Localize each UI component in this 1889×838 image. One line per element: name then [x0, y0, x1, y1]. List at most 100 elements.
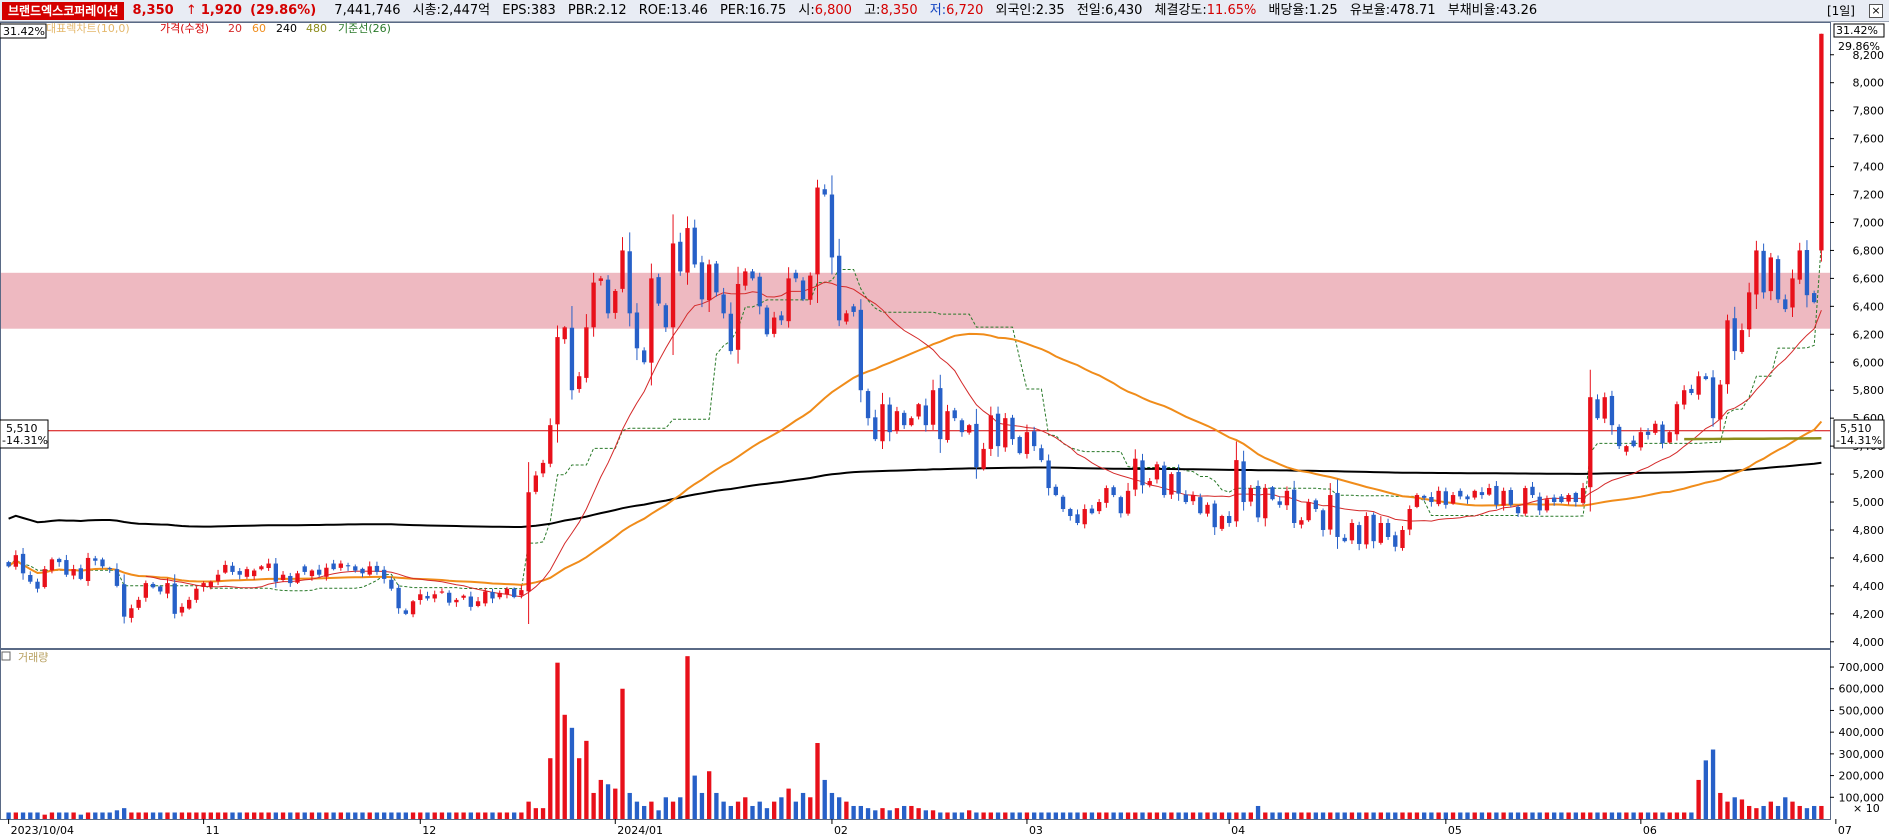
- candle-body: [815, 187, 820, 275]
- volume-bar: [880, 808, 885, 819]
- volume-toggle-icon[interactable]: [1, 651, 11, 661]
- candle-body: [1559, 496, 1564, 503]
- volume-bar: [1544, 812, 1550, 819]
- volume-bar: [1631, 812, 1636, 819]
- candle: [1739, 323, 1745, 354]
- candle-body: [468, 596, 473, 607]
- volume-bar: [1797, 805, 1802, 819]
- candle-body: [418, 594, 423, 601]
- volume-bar: [598, 779, 603, 819]
- candle: [526, 462, 531, 625]
- candle-body: [107, 568, 112, 570]
- candle: [837, 238, 842, 327]
- volume-bar: [1768, 801, 1773, 819]
- candle-body: [1270, 487, 1275, 500]
- candle-body: [504, 588, 510, 595]
- candle-body: [1299, 520, 1304, 525]
- volume-tick-label: 600,000: [1839, 683, 1885, 696]
- candle: [6, 560, 11, 568]
- candle: [244, 566, 250, 579]
- eps: EPS:383: [502, 3, 556, 18]
- candle: [374, 561, 380, 575]
- candle: [1588, 369, 1593, 512]
- stock-name[interactable]: 브랜드엑스코퍼레이션: [2, 2, 125, 20]
- volume-bar: [425, 812, 430, 819]
- volume-bar: [1638, 812, 1643, 819]
- candle: [1371, 512, 1376, 549]
- candle-body: [273, 563, 278, 582]
- volume-bar: [1024, 812, 1030, 819]
- volume-bar: [114, 810, 120, 819]
- candle: [930, 379, 936, 430]
- candle: [1653, 420, 1658, 435]
- candle: [1559, 493, 1564, 504]
- volume-bar: [1292, 812, 1297, 819]
- volume-bar: [1219, 812, 1225, 819]
- volume-bar: [1284, 812, 1290, 819]
- volume-bar: [338, 812, 343, 819]
- candle: [909, 416, 914, 427]
- candle-body: [1046, 460, 1051, 489]
- stock-chart[interactable]: 4,0004,2004,4004,6004,8005,0005,2005,400…: [0, 22, 1889, 838]
- candle: [1125, 482, 1131, 516]
- volume-bar: [85, 812, 91, 819]
- candle-body: [1190, 495, 1196, 502]
- candle-body: [338, 563, 343, 568]
- candle-body: [1696, 376, 1701, 395]
- candle-body: [93, 558, 98, 561]
- candle: [237, 568, 242, 580]
- volume-bar: [1154, 812, 1160, 819]
- close-icon[interactable]: ×: [1869, 4, 1883, 18]
- volume-value: 7,441,746: [334, 3, 401, 18]
- candle-body: [1812, 293, 1817, 303]
- candle-body: [259, 566, 264, 570]
- volume-bar: [345, 812, 351, 819]
- candle: [129, 604, 134, 623]
- candle-body: [1010, 417, 1015, 440]
- volume-bar: [1450, 812, 1456, 819]
- volume-bar: [302, 812, 307, 819]
- candle-body: [1819, 33, 1824, 251]
- candle: [187, 596, 192, 610]
- candle: [447, 590, 452, 606]
- volume-bar: [208, 812, 213, 819]
- candle-body: [548, 425, 553, 464]
- volume-bar: [461, 812, 466, 819]
- candle: [1053, 484, 1058, 497]
- volume-bar: [613, 788, 618, 819]
- candle-body: [1645, 431, 1651, 435]
- volume-bar: [1414, 812, 1420, 819]
- volume-tick-label: 500,000: [1839, 704, 1885, 717]
- candle-body: [1638, 432, 1643, 448]
- period-selector[interactable]: [1일]: [1826, 4, 1855, 18]
- candle-body: [158, 586, 163, 592]
- candle: [1104, 485, 1109, 508]
- volume-bar: [295, 812, 300, 819]
- volume-bar: [100, 812, 105, 819]
- volume-bar: [107, 812, 112, 819]
- candle: [1450, 491, 1456, 505]
- date-tick-label: 02: [834, 824, 848, 837]
- candle-body: [692, 227, 697, 265]
- candle-body: [1060, 496, 1066, 510]
- candle-body: [20, 553, 26, 574]
- candle-body: [1479, 492, 1485, 496]
- candle-body: [721, 294, 726, 314]
- candle-body: [1761, 250, 1766, 293]
- candle: [1241, 450, 1246, 511]
- volume-bar: [194, 812, 199, 819]
- candle-body: [1660, 424, 1665, 444]
- candle: [288, 572, 293, 587]
- candle: [858, 299, 863, 403]
- candle-body: [230, 565, 235, 572]
- volume-bar: [1812, 805, 1817, 819]
- volume-bar: [1017, 812, 1022, 819]
- volume-bar: [562, 714, 567, 819]
- candle-body: [938, 388, 943, 440]
- legend-kijun: 기준선(26): [338, 22, 391, 35]
- volume-bar: [1479, 812, 1485, 819]
- volume-bar: [1689, 812, 1694, 819]
- volume-bar: [735, 801, 741, 819]
- candle: [1082, 504, 1087, 529]
- candle-body: [1609, 395, 1615, 426]
